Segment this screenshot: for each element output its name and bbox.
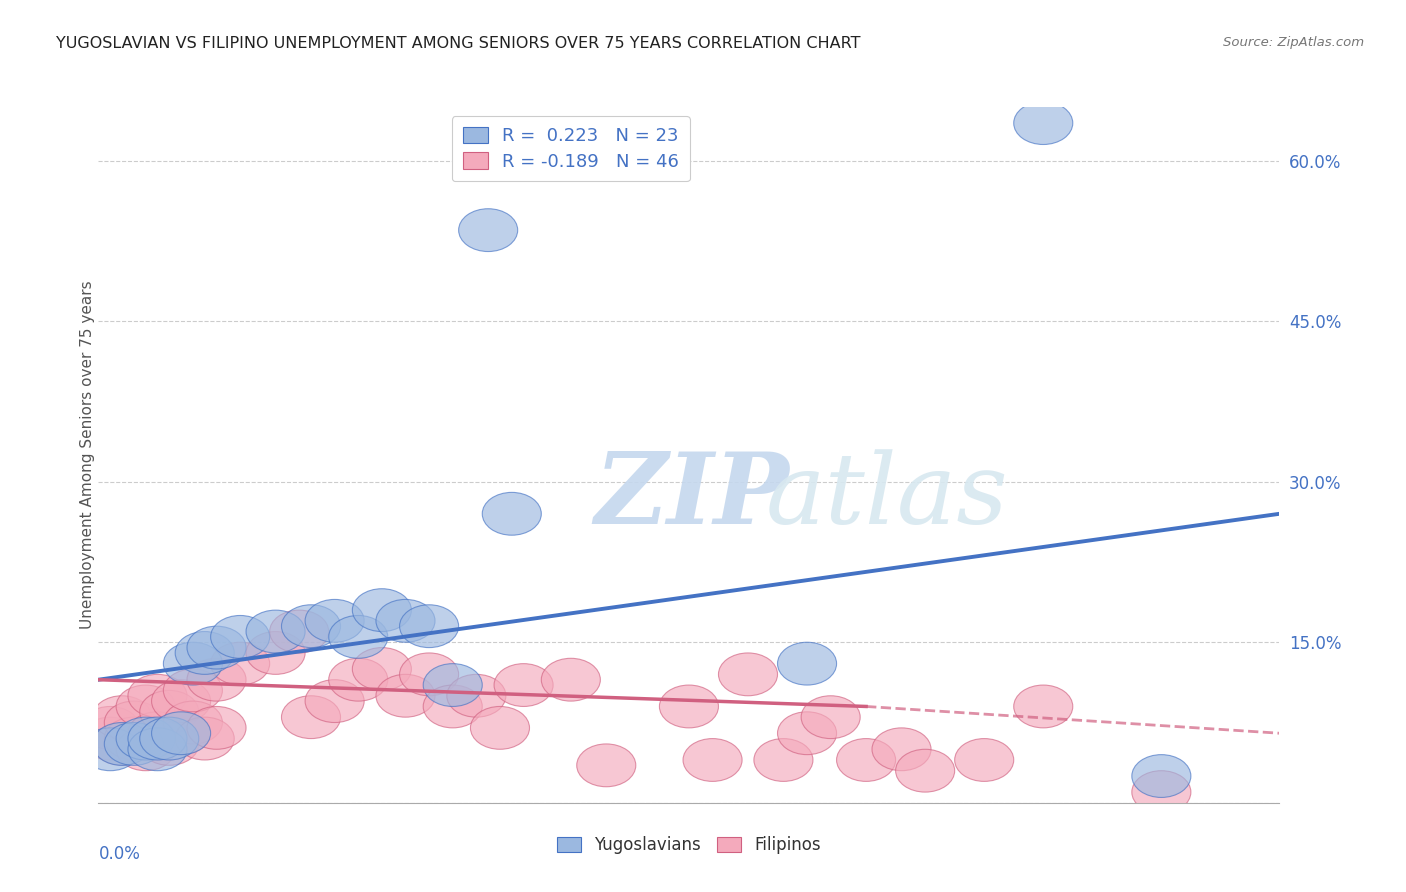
Ellipse shape [778, 642, 837, 685]
Legend: Yugoslavians, Filipinos: Yugoslavians, Filipinos [551, 830, 827, 861]
Ellipse shape [211, 642, 270, 685]
Ellipse shape [423, 685, 482, 728]
Ellipse shape [152, 680, 211, 723]
Ellipse shape [353, 648, 412, 690]
Ellipse shape [117, 728, 176, 771]
Ellipse shape [163, 701, 222, 744]
Ellipse shape [246, 610, 305, 653]
Text: 0.0%: 0.0% [98, 845, 141, 863]
Ellipse shape [1132, 755, 1191, 797]
Ellipse shape [837, 739, 896, 781]
Ellipse shape [176, 632, 235, 674]
Ellipse shape [246, 632, 305, 674]
Ellipse shape [163, 642, 222, 685]
Ellipse shape [541, 658, 600, 701]
Text: YUGOSLAVIAN VS FILIPINO UNEMPLOYMENT AMONG SENIORS OVER 75 YEARS CORRELATION CHA: YUGOSLAVIAN VS FILIPINO UNEMPLOYMENT AMO… [56, 36, 860, 51]
Ellipse shape [353, 589, 412, 632]
Ellipse shape [659, 685, 718, 728]
Ellipse shape [375, 674, 434, 717]
Ellipse shape [718, 653, 778, 696]
Ellipse shape [128, 717, 187, 760]
Text: atlas: atlas [766, 449, 1008, 544]
Ellipse shape [128, 728, 187, 771]
Ellipse shape [399, 605, 458, 648]
Ellipse shape [80, 728, 139, 771]
Ellipse shape [93, 723, 152, 765]
Text: ZIP: ZIP [595, 449, 789, 545]
Ellipse shape [754, 739, 813, 781]
Ellipse shape [458, 209, 517, 252]
Ellipse shape [128, 674, 187, 717]
Ellipse shape [1014, 685, 1073, 728]
Ellipse shape [139, 723, 198, 765]
Ellipse shape [93, 696, 152, 739]
Ellipse shape [104, 701, 163, 744]
Ellipse shape [139, 717, 198, 760]
Ellipse shape [152, 712, 211, 755]
Ellipse shape [211, 615, 270, 658]
Ellipse shape [117, 717, 176, 760]
Ellipse shape [152, 712, 211, 755]
Ellipse shape [187, 706, 246, 749]
Ellipse shape [683, 739, 742, 781]
Ellipse shape [329, 658, 388, 701]
Ellipse shape [576, 744, 636, 787]
Ellipse shape [329, 615, 388, 658]
Ellipse shape [80, 717, 139, 760]
Ellipse shape [104, 717, 163, 760]
Ellipse shape [187, 658, 246, 701]
Ellipse shape [399, 653, 458, 696]
Ellipse shape [375, 599, 434, 642]
Ellipse shape [471, 706, 530, 749]
Ellipse shape [305, 599, 364, 642]
Ellipse shape [128, 712, 187, 755]
Ellipse shape [305, 680, 364, 723]
Ellipse shape [281, 605, 340, 648]
Ellipse shape [117, 685, 176, 728]
Ellipse shape [778, 712, 837, 755]
Ellipse shape [896, 749, 955, 792]
Ellipse shape [423, 664, 482, 706]
Ellipse shape [270, 610, 329, 653]
Y-axis label: Unemployment Among Seniors over 75 years: Unemployment Among Seniors over 75 years [80, 281, 94, 629]
Ellipse shape [176, 717, 235, 760]
Ellipse shape [93, 723, 152, 765]
Ellipse shape [955, 739, 1014, 781]
Ellipse shape [447, 674, 506, 717]
Ellipse shape [187, 626, 246, 669]
Ellipse shape [139, 690, 198, 733]
Ellipse shape [281, 696, 340, 739]
Ellipse shape [801, 696, 860, 739]
Text: Source: ZipAtlas.com: Source: ZipAtlas.com [1223, 36, 1364, 49]
Ellipse shape [1014, 102, 1073, 145]
Ellipse shape [872, 728, 931, 771]
Ellipse shape [1132, 771, 1191, 814]
Ellipse shape [163, 669, 222, 712]
Ellipse shape [494, 664, 553, 706]
Ellipse shape [80, 706, 139, 749]
Ellipse shape [104, 723, 163, 765]
Ellipse shape [482, 492, 541, 535]
